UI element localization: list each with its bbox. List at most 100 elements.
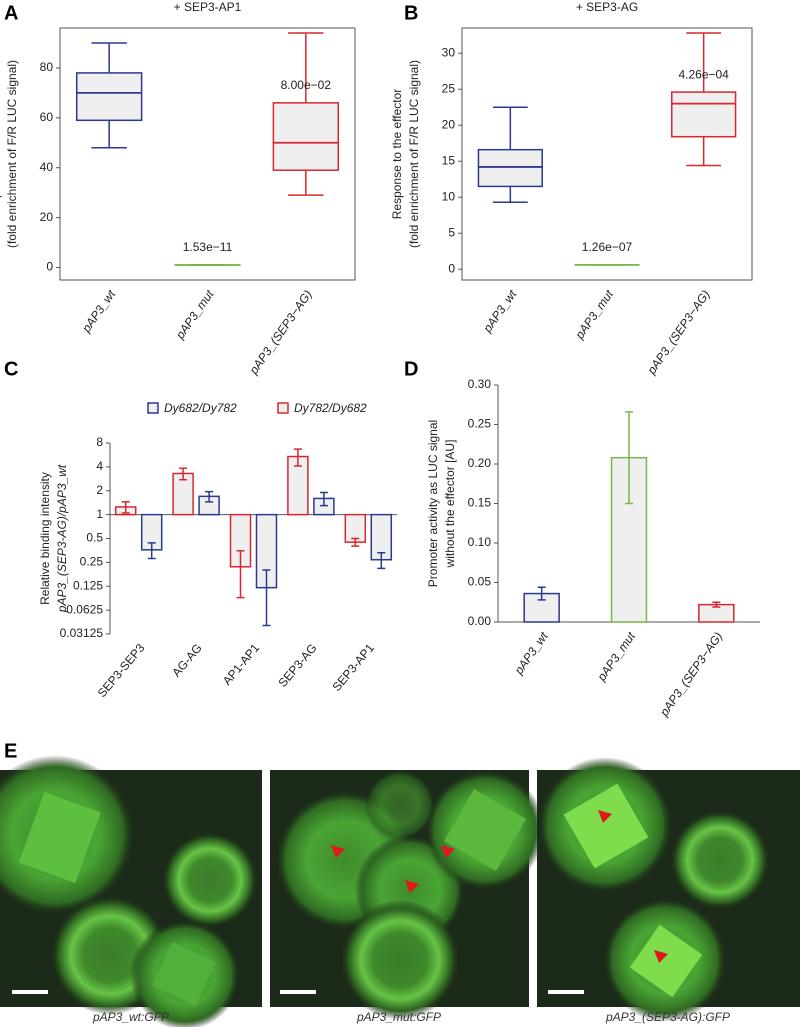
panel-letter: C — [4, 358, 18, 380]
error-bar — [319, 491, 328, 507]
x-tick-label: pAP3_(SEP3−AG) — [644, 288, 713, 378]
error-bar-line — [121, 501, 130, 514]
whisker-high — [686, 32, 722, 93]
error-bar — [179, 467, 188, 481]
p-value: 1.26e−07 — [582, 240, 633, 254]
y-tick-label: 30 — [442, 45, 456, 59]
error-bar — [625, 411, 633, 505]
x-tick-label: AG-AG — [169, 641, 205, 680]
error-bar — [205, 490, 214, 503]
y-axis-label: (fold enrichment of F/R LUC signal) — [407, 60, 421, 248]
x-tick-label: SEP3-AP1 — [329, 641, 377, 694]
p-value: 8.00e−02 — [281, 78, 332, 92]
error-bar — [236, 550, 245, 599]
y-tick-label: 0.15 — [468, 496, 492, 510]
legend-swatch — [147, 402, 159, 414]
y-tick-label: 20 — [40, 210, 54, 224]
y-tick-label: 20 — [442, 117, 456, 131]
error-bar — [712, 601, 721, 608]
error-bar-line — [205, 490, 214, 503]
y-tick-label: 0.00 — [468, 614, 492, 628]
x-tick-label: pAP3_wt — [511, 629, 551, 678]
y-tick-label: 0.20 — [468, 456, 492, 470]
y-axis-label: Response to the effector — [390, 89, 404, 220]
error-bar-line — [236, 550, 245, 599]
whisker-low — [492, 186, 528, 203]
error-bar-line — [262, 569, 271, 627]
error-bar-line — [179, 467, 188, 481]
error-bar-line — [351, 537, 360, 547]
y-axis-label: (fold enrichment of F/R LUC signal) — [5, 60, 19, 248]
y-axis-label: Response to the effector — [0, 89, 2, 220]
y-tick-label: 4 — [96, 459, 103, 473]
y-tick-label: 0.5 — [86, 531, 103, 545]
y-tick-label: 10 — [442, 189, 456, 203]
y-tick-label: 0.10 — [468, 535, 492, 549]
x-tick-label: pAP3_(SEP3−AG) — [657, 630, 726, 720]
p-value: 1.53e−11 — [183, 240, 233, 254]
error-bar — [262, 569, 271, 627]
y-tick-label: 80 — [40, 60, 54, 74]
image-caption: pAP3_(SEP3-AG):GFP — [605, 1010, 730, 1024]
y-tick-label: 60 — [40, 110, 54, 124]
whisker-low — [686, 136, 722, 167]
plot-frame — [461, 27, 753, 281]
image-caption: pAP3_wt:GFP — [92, 1010, 169, 1024]
error-bar-line — [147, 542, 156, 560]
panel-letter: B — [404, 2, 418, 24]
y-tick-label: 0.30 — [468, 377, 492, 391]
x-tick-label: pAP3_mut — [594, 629, 639, 684]
y-tick-label: 25 — [442, 81, 456, 95]
y-tick-label: 1 — [96, 507, 103, 521]
y-axis-label: pAP3_(SEP3-AG)/pAP3_wt — [55, 464, 69, 613]
x-tick-label: pAP3_mut — [572, 287, 617, 342]
legend-label: Dy782/Dy682 — [294, 401, 367, 415]
error-bar — [351, 537, 360, 547]
x-tick-label: SEP3-SEP3 — [95, 641, 148, 700]
box — [671, 91, 737, 138]
y-tick-label: 40 — [40, 160, 54, 174]
error-bar-line — [712, 601, 721, 608]
whisker-high — [288, 32, 324, 103]
error-bar-line — [319, 491, 328, 507]
micrograph-panel — [537, 757, 800, 1022]
y-tick-label: 5 — [448, 225, 455, 239]
y-tick-label: 0.03125 — [60, 626, 104, 640]
box — [75, 72, 143, 122]
box — [272, 102, 340, 171]
whisker-high — [492, 106, 528, 150]
y-tick-label: 0.125 — [73, 578, 103, 592]
panel-letter: A — [4, 2, 18, 24]
chart-title: + SEP3-AP1 — [174, 0, 242, 14]
error-bar-line — [377, 552, 386, 570]
legend-label: Dy682/Dy782 — [164, 401, 237, 415]
p-value: 4.26e−04 — [678, 67, 729, 81]
error-bar — [537, 586, 546, 601]
error-bar-line — [625, 411, 633, 505]
y-tick-label: 0.25 — [80, 555, 104, 569]
error-bar-line — [537, 586, 546, 601]
x-tick-label: AP1-AP1 — [220, 641, 263, 688]
y-axis-label: without the effector [AU] — [443, 440, 457, 569]
y-tick-label: 0 — [448, 261, 455, 275]
x-tick-label: SEP3-AG — [275, 641, 319, 690]
x-tick-label: pAP3_(SEP3−AG) — [246, 288, 315, 378]
whisker-high — [91, 42, 127, 73]
micrograph-panel — [270, 770, 545, 1020]
error-bar — [121, 501, 130, 514]
chart-title: + SEP3-AG — [576, 0, 638, 14]
y-axis-label: Relative binding intensity — [38, 472, 52, 605]
y-tick-label: 0.25 — [468, 417, 492, 431]
micrograph-panel — [0, 755, 262, 1027]
plot-frame — [59, 27, 356, 281]
panel-letter: D — [404, 358, 418, 380]
box — [477, 148, 543, 188]
image-caption: pAP3_mut:GFP — [356, 1010, 441, 1024]
x-tick-label: pAP3_wt — [79, 287, 119, 336]
y-tick-label: 15 — [442, 153, 456, 167]
x-tick-label: pAP3_mut — [172, 287, 217, 342]
y-axis-label: Promoter activity as LUC signal — [426, 420, 440, 587]
legend-swatch — [277, 402, 289, 414]
error-bar-line — [293, 448, 302, 467]
